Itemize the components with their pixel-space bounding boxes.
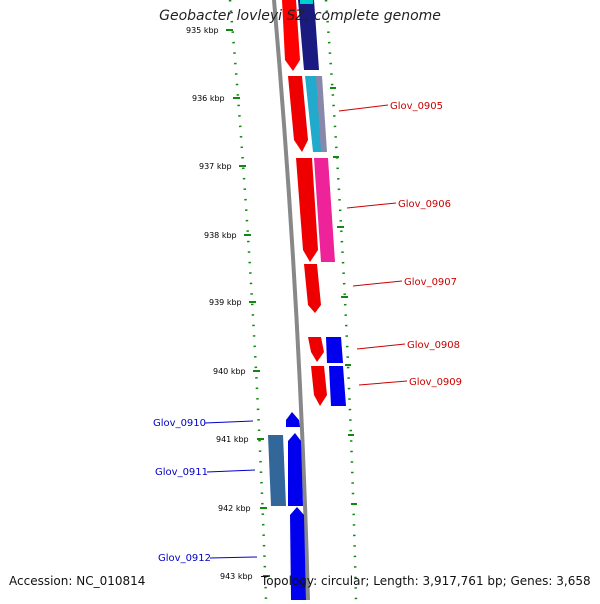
tick-label-939: 939 kbp — [209, 298, 242, 307]
gene-label-glov-0911: Glov_0911 — [155, 467, 208, 478]
outer-tick-marks — [330, 88, 357, 504]
tick-label-941: 941 kbp — [216, 435, 249, 444]
tick-label-938: 938 kbp — [204, 231, 237, 240]
axis-tick-labels: 935 kbp 936 kbp 937 kbp 938 kbp 939 kbp … — [186, 26, 253, 581]
feature-glov-0909-blue[interactable] — [329, 366, 346, 406]
feature-glov-0911-blue[interactable] — [288, 433, 303, 506]
feature-glov-0905-red[interactable] — [288, 76, 308, 152]
tick-label-942: 942 kbp — [218, 504, 251, 513]
gene-label-glov-0912: Glov_0912 — [158, 553, 211, 564]
forward-gene-labels: Glov_0905 Glov_0906 Glov_0907 Glov_0908 … — [339, 101, 462, 388]
feature-cyan-top[interactable] — [300, 0, 313, 4]
gene-label-glov-0906: Glov_0906 — [398, 199, 451, 210]
feature-glov-0906-red[interactable] — [296, 158, 318, 262]
tick-label-936: 936 kbp — [192, 94, 225, 103]
tick-label-935: 935 kbp — [186, 26, 219, 35]
feature-glov-0908-red[interactable] — [308, 337, 324, 362]
tick-label-943: 943 kbp — [220, 572, 253, 581]
feature-glov-0909-red[interactable] — [311, 366, 327, 406]
reverse-features — [268, 412, 306, 600]
feature-glov-0911-steel[interactable] — [268, 435, 286, 506]
genome-map-canvas: 935 kbp 936 kbp 937 kbp 938 kbp 939 kbp … — [0, 0, 600, 600]
feature-glov-0907[interactable] — [304, 264, 321, 313]
genome-map: 935 kbp 936 kbp 937 kbp 938 kbp 939 kbp … — [0, 0, 600, 600]
gene-label-glov-0909: Glov_0909 — [409, 377, 462, 388]
gene-label-glov-0910: Glov_0910 — [153, 418, 206, 429]
gene-label-glov-0908: Glov_0908 — [407, 340, 460, 351]
tick-label-940: 940 kbp — [213, 367, 246, 376]
feature-glov-0910[interactable] — [286, 412, 300, 427]
gene-label-glov-0907: Glov_0907 — [404, 277, 457, 288]
genome-summary-text: Topology: circular; Length: 3,917,761 bp… — [261, 574, 591, 588]
tick-label-937: 937 kbp — [199, 162, 232, 171]
forward-features — [282, 0, 346, 406]
accession-text: Accession: NC_010814 — [9, 574, 145, 588]
map-title: Geobacter lovleyi SZ, complete genome — [0, 8, 600, 24]
feature-glov-0908-blue[interactable] — [326, 337, 343, 363]
outer-dotted-scale — [326, 0, 356, 600]
gene-label-glov-0905: Glov_0905 — [390, 101, 443, 112]
